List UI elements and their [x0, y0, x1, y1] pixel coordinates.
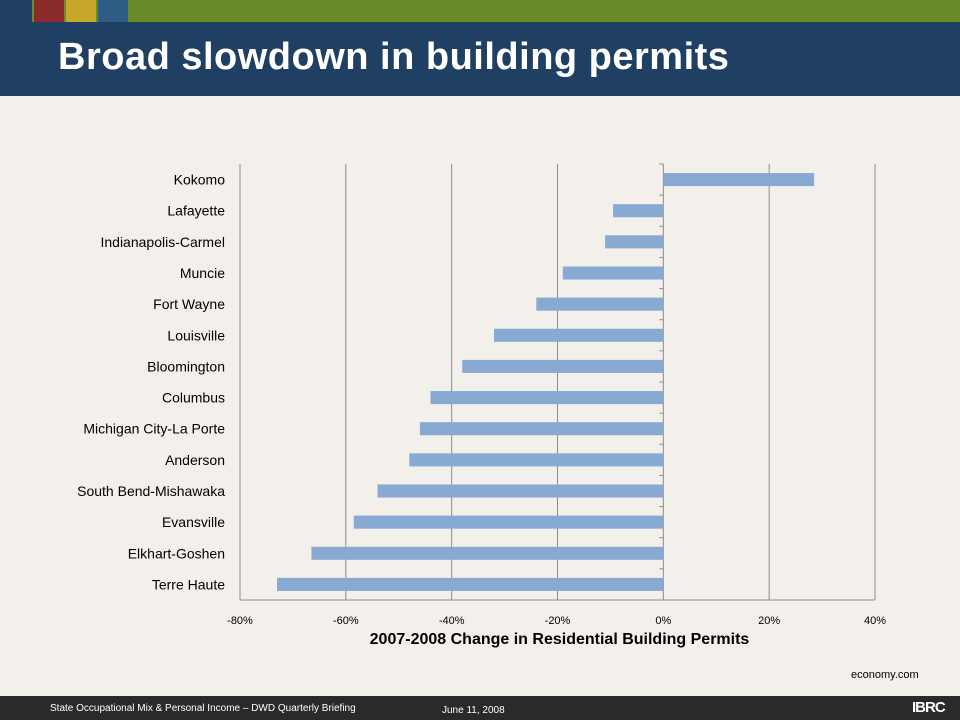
ibrc-logo: IBRC: [912, 699, 946, 716]
category-label: Kokomo: [174, 172, 226, 188]
accent-square: [98, 0, 128, 22]
accent-square: [66, 0, 96, 22]
bar: [536, 297, 664, 311]
bar: [377, 484, 664, 498]
footer-bar: [0, 696, 960, 720]
category-label: Evansville: [162, 514, 225, 530]
bar: [419, 422, 664, 436]
title-banner: [0, 22, 960, 96]
category-label: Lafayette: [167, 203, 225, 219]
x-tick-label: 0%: [655, 615, 671, 627]
bar: [409, 453, 664, 467]
bar: [353, 515, 664, 529]
top-accent-bar: [0, 0, 960, 22]
bar: [494, 328, 664, 342]
x-tick-label: 40%: [864, 615, 886, 627]
category-label: Indianapolis-Carmel: [100, 234, 225, 250]
x-axis-label: 2007-2008 Change in Residential Building…: [370, 631, 750, 648]
bar: [613, 204, 664, 218]
category-label: Michigan City-La Porte: [83, 421, 225, 437]
source-label: economy.com: [851, 669, 919, 681]
bar: [562, 266, 664, 280]
category-label: Muncie: [180, 265, 225, 281]
category-label: Terre Haute: [152, 576, 225, 592]
bar: [462, 359, 664, 373]
x-tick-label: -80%: [227, 615, 253, 627]
x-tick-label: -20%: [545, 615, 571, 627]
category-label: South Bend-Mishawaka: [77, 483, 225, 499]
x-tick-label: -40%: [439, 615, 465, 627]
bar: [430, 391, 664, 405]
bar-chart: Kokomo Lafayette Indianapolis-Carmel Muncie…: [77, 163, 886, 648]
bar: [663, 173, 815, 187]
x-tick-label: 20%: [758, 615, 780, 627]
x-tick-label: -60%: [333, 615, 359, 627]
bar: [311, 546, 664, 560]
bar: [277, 577, 664, 591]
category-label: Elkhart-Goshen: [128, 545, 225, 561]
footer-date: June 11, 2008: [442, 705, 505, 716]
accent-square: [0, 0, 32, 22]
accent-square: [34, 0, 64, 22]
page-title: Broad slowdown in building permits: [58, 36, 730, 78]
category-label: Louisville: [167, 327, 225, 343]
bar: [605, 235, 664, 249]
category-label: Bloomington: [147, 358, 225, 374]
category-label: Anderson: [165, 452, 225, 468]
category-label: Fort Wayne: [153, 296, 225, 312]
category-label: Columbus: [162, 390, 225, 406]
footer-text: State Occupational Mix & Personal Income…: [50, 703, 356, 714]
